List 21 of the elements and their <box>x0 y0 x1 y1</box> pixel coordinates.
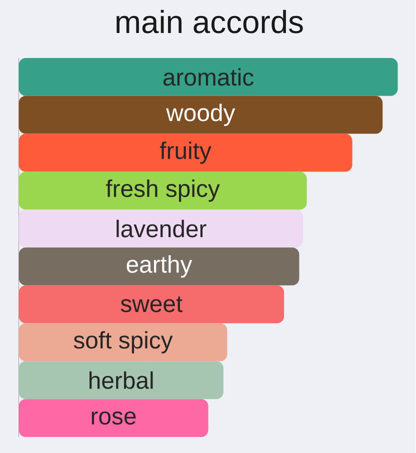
bar <box>18 248 300 286</box>
y-tick-label: earthy <box>126 255 192 278</box>
y-tick-label: fruity <box>160 142 212 164</box>
y-tick-label: lavender <box>116 220 206 238</box>
bar <box>18 96 383 134</box>
y-tick-label: soft spicy <box>74 331 173 354</box>
bar <box>18 58 398 96</box>
bar <box>18 361 224 400</box>
y-tick-label: fresh spicy <box>106 180 220 202</box>
y-tick-label: aromatic <box>164 68 254 86</box>
y-tick-label: woody <box>166 104 236 126</box>
bar <box>18 172 307 210</box>
bar <box>18 285 284 324</box>
y-tick-label: herbal <box>90 371 153 389</box>
bar <box>18 323 228 362</box>
y-tick-label: sweet <box>120 296 183 312</box>
bar <box>18 210 304 248</box>
bar <box>18 134 352 172</box>
bar <box>18 399 208 437</box>
y-tick-label: rose <box>92 412 136 425</box>
chart-title: main accords <box>116 10 303 34</box>
